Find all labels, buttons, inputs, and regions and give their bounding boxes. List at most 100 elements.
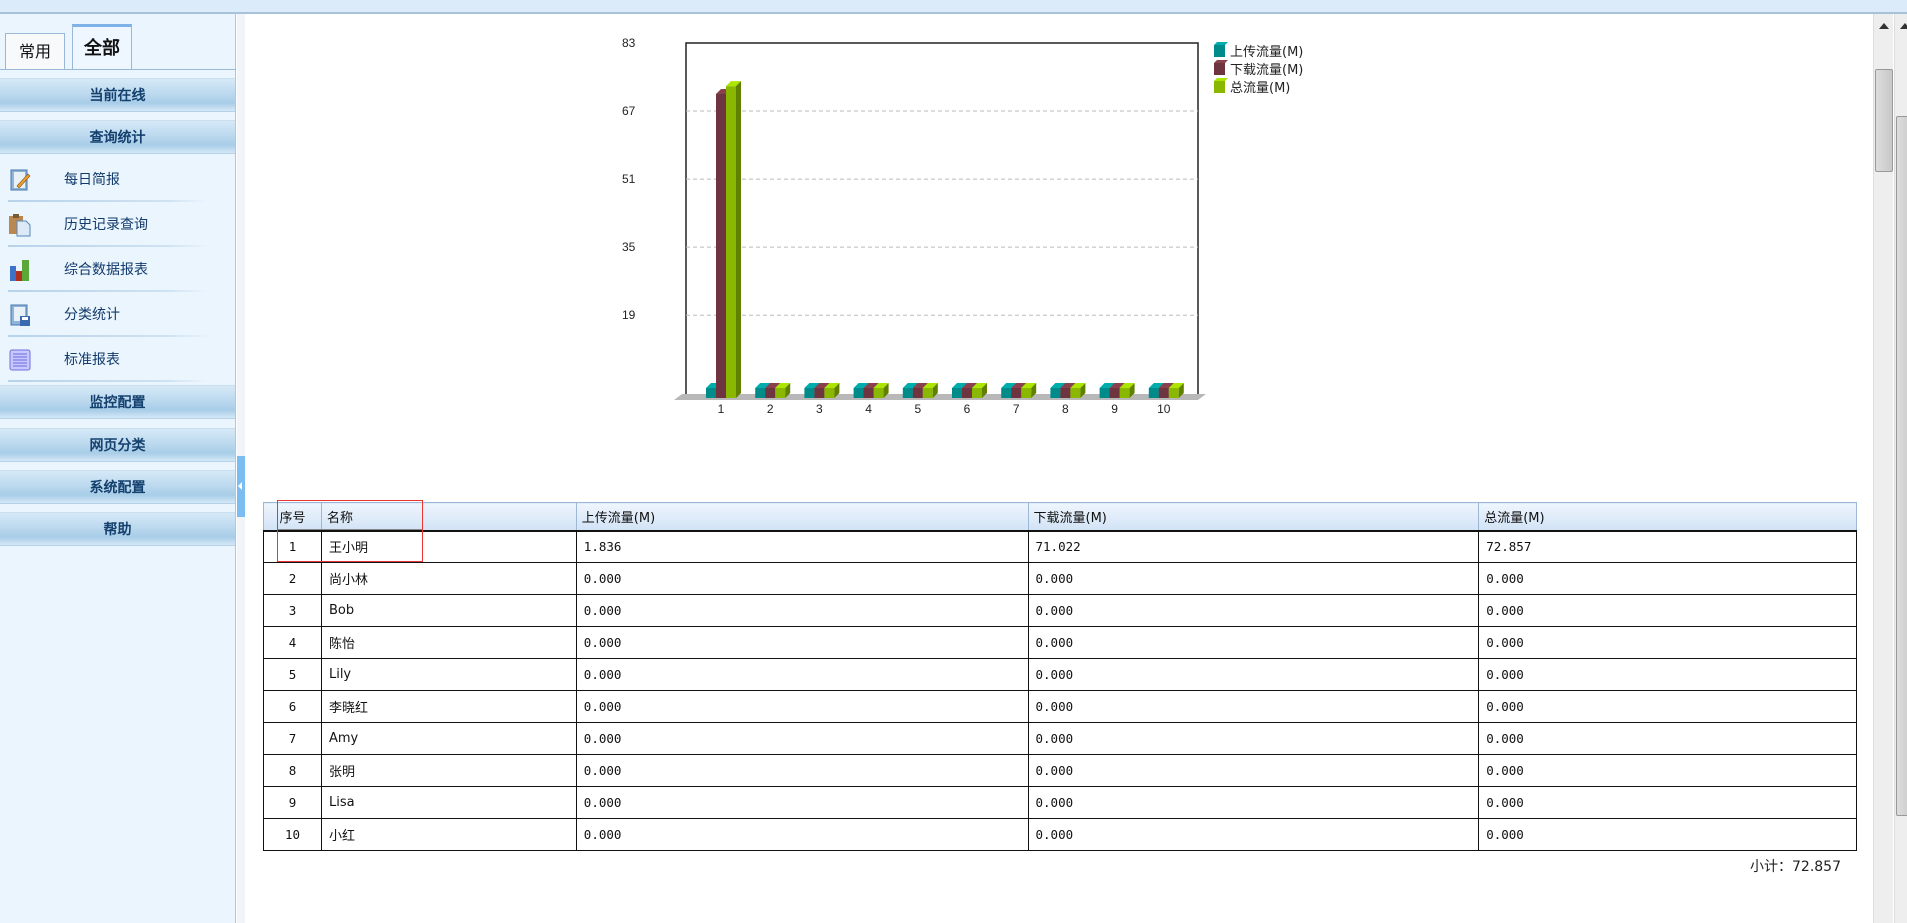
upload-cell: 0.000 [575,722,1029,755]
sidebar-item-comprehensive-report[interactable]: 综合数据报表 [0,248,235,292]
total-cell: 0.000 [1478,658,1857,691]
section-system-config[interactable]: 系统配置 [0,470,235,504]
bar [716,93,726,399]
sidebar-item-history-query[interactable]: 历史记录查询 [0,203,235,247]
bar [706,388,716,398]
x-tick-label: 8 [1062,402,1069,416]
upload-cell: 0.000 [575,690,1029,723]
section-monitor-config[interactable]: 监控配置 [0,385,235,419]
sidebar-item-label: 分类统计 [64,307,120,323]
scrollbar-thumb[interactable] [1875,69,1893,172]
bar [775,388,786,398]
legend-swatch-top [1214,78,1228,81]
column-header[interactable]: 名称 [320,502,577,532]
table-row: 2 尚小林 0.000 0.000 0.000 [263,562,1857,595]
download-cell: 0.000 [1027,722,1480,755]
x-tick-label: 6 [964,402,971,416]
table-header-row: 序号 名称 上传流量(M) 下载流量(M) 总流量(M) [263,502,1857,532]
y-tick-label: 19 [622,308,636,322]
bar-top [726,81,741,87]
bar [863,388,874,398]
scrollbar-thumb[interactable] [1896,116,1907,816]
download-cell: 0.000 [1027,754,1480,787]
section-web-category[interactable]: 网页分类 [0,428,235,462]
traffic-table: 序号 名称 上传流量(M) 下载流量(M) 总流量(M) 1 王小明 1.836 71.022… [263,502,1857,851]
highlight-box [277,500,423,562]
table-row: 4 陈怡 0.000 0.000 0.000 [263,626,1857,659]
table-row: 8 张明 0.000 0.000 0.000 [263,754,1857,787]
scroll-up-arrow-icon[interactable] [1900,23,1907,29]
index-cell: 1 [263,530,322,563]
section-query-stats[interactable]: 查询统计 [0,120,235,154]
bar-top [1099,383,1115,388]
bar-side [736,81,741,398]
x-tick-label: 5 [914,402,921,416]
column-header[interactable]: 上传流量(M) [575,502,1029,532]
bar [765,388,776,398]
bar [972,388,982,398]
total-cell: 0.000 [1478,690,1857,723]
name-cell: 小红 [320,818,577,851]
bar-side [1178,383,1184,398]
y-tick-label: 83 [622,36,636,50]
sidebar-item-standard-report[interactable]: 标准报表 [0,338,235,382]
outer-scrollbar[interactable] [1894,14,1907,923]
total-cell: 0.000 [1478,626,1857,659]
bar-side [1080,383,1086,398]
sidebar-item-daily-report[interactable]: 每日简报 [0,158,235,202]
total-cell: 0.000 [1478,754,1857,787]
collapse-sidebar-handle[interactable] [237,456,245,517]
total-cell: 0.000 [1478,818,1857,851]
column-header[interactable]: 下载流量(M) [1027,502,1480,532]
download-cell: 0.000 [1027,626,1480,659]
upload-cell: 0.000 [575,562,1029,595]
section-online[interactable]: 当前在线 [0,78,235,112]
index-cell: 10 [263,818,322,851]
bar [1099,388,1110,398]
download-cell: 0.000 [1027,594,1480,627]
legend-swatch-top [1214,60,1228,63]
table-row: 5 Lily 0.000 0.000 0.000 [263,658,1857,691]
scroll-up-arrow-icon[interactable] [1879,23,1889,29]
column-header[interactable]: 总流量(M) [1478,502,1857,532]
download-cell: 0.000 [1027,690,1480,723]
divider [8,335,208,337]
bar-top [1168,383,1184,388]
divider [8,290,208,292]
bar [814,388,825,398]
bar-side [932,383,938,398]
bar [755,388,766,398]
download-cell: 0.000 [1027,818,1480,851]
legend-swatch-top [1214,42,1228,45]
table-row: 3 Bob 0.000 0.000 0.000 [263,594,1857,627]
index-cell: 7 [263,722,322,755]
bar [1070,388,1081,398]
bar-top [1148,383,1164,388]
upload-cell: 0.000 [575,818,1029,851]
upload-cell: 0.000 [575,594,1029,627]
legend-swatch [1214,63,1225,75]
section-help[interactable]: 帮助 [0,512,235,546]
bar-side [883,383,889,398]
bar-side [982,383,987,398]
page-scrollbar[interactable] [1873,14,1893,923]
total-cell: 0.000 [1478,722,1857,755]
bar-side [1129,383,1135,398]
sidebar: 常用 全部 当前在线 查询统计 每日简报 历史记录查询 综合数据报表 分类统计 … [0,14,236,923]
bar [922,388,933,398]
y-tick-label: 35 [622,240,636,254]
bar [912,388,923,398]
table-row: 9 Lisa 0.000 0.000 0.000 [263,786,1857,819]
tab-all[interactable]: 全部 [72,24,132,69]
sidebar-item-category-stats[interactable]: 分类统计 [0,293,235,337]
tab-common[interactable]: 常用 [5,33,65,69]
download-cell: 0.000 [1027,786,1480,819]
upload-cell: 0.000 [575,626,1029,659]
x-tick-label: 10 [1157,402,1171,416]
upload-cell: 0.000 [575,786,1029,819]
total-cell: 0.000 [1478,594,1857,627]
column-header[interactable]: 序号 [263,502,322,532]
notebook-disk-icon [10,304,30,326]
download-cell: 0.000 [1027,562,1480,595]
bar [1050,388,1061,398]
